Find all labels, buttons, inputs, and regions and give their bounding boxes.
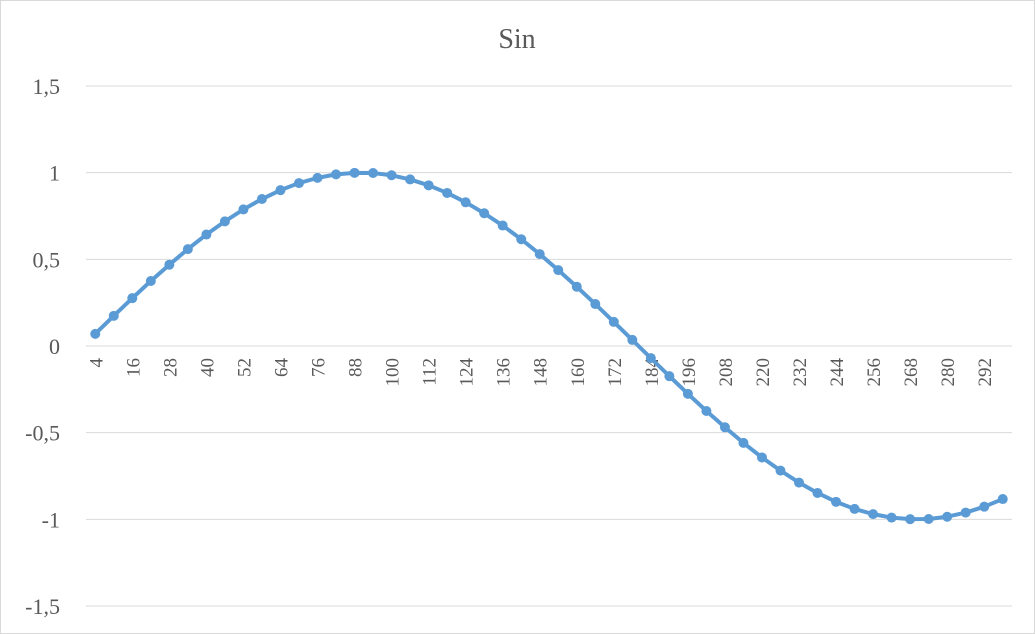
data-point — [275, 185, 286, 196]
data-point — [164, 259, 175, 270]
data-point — [701, 406, 712, 416]
data-point — [997, 494, 1008, 505]
data-point — [794, 477, 805, 488]
data-point — [738, 437, 749, 448]
data-point — [460, 197, 471, 208]
x-tick-label: 268 — [901, 358, 922, 387]
y-axis-ticks: 1,5 1 0,5 0 -0,5 -1 -1,5 — [25, 74, 60, 619]
x-tick-label: 280 — [938, 358, 959, 387]
data-point — [627, 334, 638, 345]
x-tick-label: 292 — [975, 358, 996, 387]
data-point — [423, 180, 434, 191]
x-tick-label: 76 — [309, 358, 330, 377]
data-point — [182, 244, 193, 255]
data-point — [312, 172, 323, 183]
data-point — [812, 487, 823, 498]
data-point — [905, 514, 916, 525]
data-point — [553, 265, 564, 276]
x-tick-label: 136 — [494, 358, 515, 387]
data-point — [108, 310, 119, 321]
x-tick-label: 88 — [346, 358, 367, 377]
series-sin — [90, 167, 1008, 525]
x-tick-label: 100 — [383, 358, 404, 387]
data-point — [571, 281, 582, 292]
y-tick-label: 1 — [49, 161, 60, 186]
data-point — [219, 216, 230, 227]
data-point — [719, 422, 730, 433]
data-point — [979, 501, 990, 512]
data-point — [331, 169, 342, 180]
y-tick-label: -1,5 — [25, 594, 60, 619]
data-point — [368, 168, 379, 179]
y-tick-label: 0 — [49, 334, 60, 359]
x-tick-label: 196 — [679, 358, 700, 387]
data-point — [849, 503, 860, 514]
data-point — [942, 511, 953, 522]
data-point — [534, 249, 545, 260]
data-point — [497, 220, 508, 231]
data-point — [868, 509, 879, 520]
y-tick-label: 0,5 — [33, 247, 61, 272]
data-point — [682, 388, 693, 399]
y-tick-label: 1,5 — [33, 74, 61, 99]
x-tick-label: 160 — [568, 358, 589, 387]
data-point — [386, 170, 397, 181]
data-point — [756, 452, 767, 463]
data-point — [90, 328, 101, 339]
data-point — [516, 234, 527, 245]
data-point — [886, 512, 897, 523]
x-tick-label: 28 — [160, 358, 181, 377]
data-point — [775, 465, 786, 476]
y-tick-label: -1 — [42, 507, 60, 532]
x-tick-label: 112 — [420, 358, 441, 386]
data-point — [127, 293, 138, 304]
x-tick-label: 52 — [234, 358, 255, 377]
x-axis-ticks: 4 16 28 40 52 64 76 88 100 112 124 136 148 160 172 184 1… — [86, 358, 996, 387]
data-point — [293, 178, 304, 189]
data-point — [664, 371, 675, 382]
data-point — [590, 299, 601, 310]
data-point — [256, 194, 267, 205]
data-point — [145, 276, 156, 286]
data-point — [479, 208, 490, 219]
x-tick-label: 208 — [716, 358, 737, 387]
x-tick-label: 244 — [827, 358, 848, 387]
data-point — [831, 496, 842, 507]
data-point — [349, 167, 360, 178]
data-point — [442, 187, 453, 198]
data-point — [923, 513, 934, 524]
x-tick-label: 16 — [123, 358, 144, 377]
y-tick-label: -0,5 — [25, 421, 60, 446]
x-tick-label: 148 — [531, 358, 552, 387]
data-point — [960, 507, 971, 518]
x-tick-label: 220 — [753, 358, 774, 387]
x-tick-label: 4 — [86, 358, 107, 368]
data-point — [608, 316, 619, 327]
gridlines — [86, 85, 1012, 607]
x-tick-label: 124 — [457, 358, 478, 387]
x-tick-label: 40 — [197, 358, 218, 377]
data-point — [201, 229, 212, 240]
data-point — [238, 204, 249, 215]
x-tick-label: 64 — [271, 358, 292, 378]
x-tick-label: 232 — [790, 358, 811, 387]
data-point — [645, 353, 656, 364]
x-tick-label: 172 — [605, 358, 626, 387]
data-point — [405, 174, 416, 185]
x-tick-label: 256 — [864, 358, 885, 387]
chart-title: Sin — [498, 24, 535, 55]
